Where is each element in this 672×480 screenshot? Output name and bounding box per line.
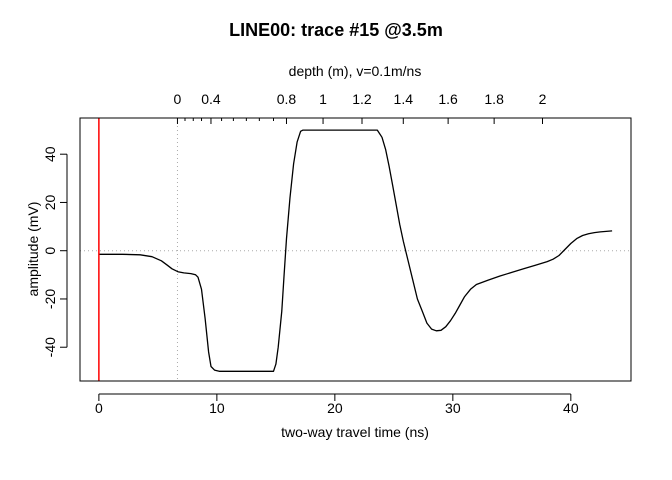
x-tick-label-10: 10 [209,400,225,416]
y-tick-label-0: 0 [42,247,58,255]
top-tick-label-4: 1.2 [352,91,372,107]
plot-frame [79,117,632,382]
y-axis-label: amplitude (mV) [25,202,41,297]
top-tick-label-8: 2 [539,91,547,107]
top-tick-label-7: 1.8 [484,91,504,107]
top-tick-label-2: 0.8 [277,91,297,107]
top-tick-label-6: 1.6 [438,91,458,107]
series-line-0 [98,129,613,372]
y-tick-label-20: 20 [42,194,58,210]
x-axis-label: two-way travel time (ns) [281,424,429,440]
y-tick-label--20: -20 [42,289,58,309]
top-axis-label: depth (m), v=0.1m/ns [289,63,422,79]
top-tick-label-0: 0 [174,91,182,107]
x-tick-label-0: 0 [95,400,103,416]
plot-layer: 0 10 20 30 40 -40 -20 0 20 40 0 0.4 0.8 1 1.2 1.4 1.6 1.8… [42,91,632,416]
y-tick-label--40: -40 [42,337,58,357]
top-tick-label-5: 1.4 [394,91,414,107]
y-tick-label-40: 40 [42,146,58,162]
x-tick-label-20: 20 [327,400,343,416]
top-tick-label-1: 0.4 [201,91,221,107]
top-tick-label-3: 1 [319,91,327,107]
chart-title: LINE00: trace #15 @3.5m [229,20,443,40]
x-tick-label-40: 40 [563,400,579,416]
x-tick-label-30: 30 [445,400,461,416]
